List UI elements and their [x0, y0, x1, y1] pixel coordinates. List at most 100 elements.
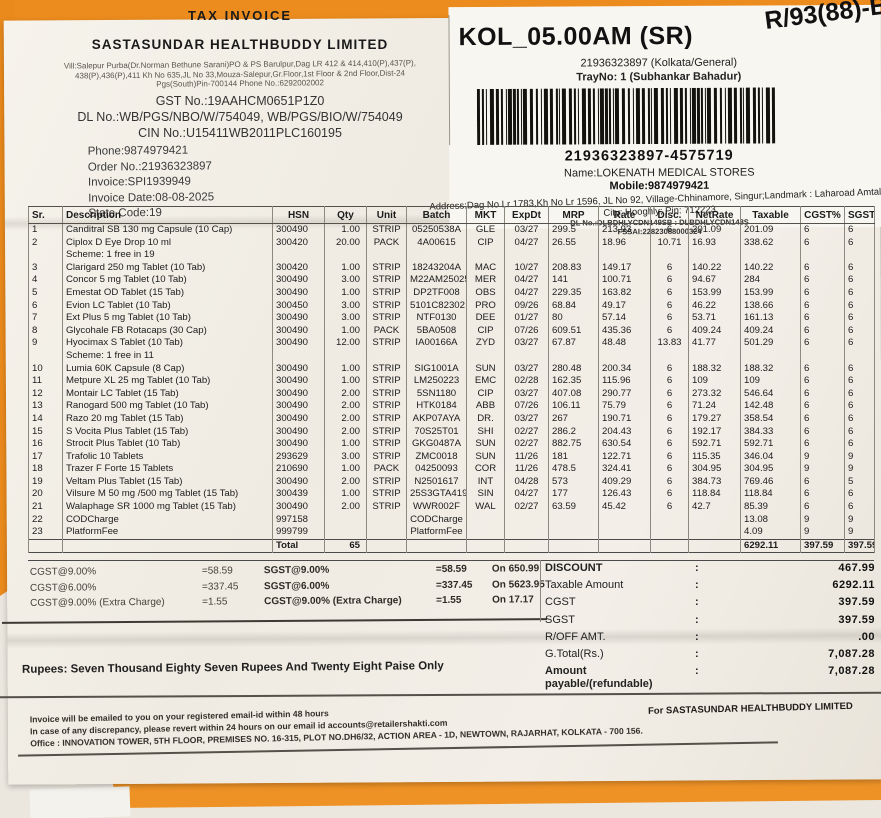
seller-name: SASTASUNDAR HEALTHBUDDY LIMITED — [91, 37, 389, 52]
table-bottom-line — [28, 560, 874, 561]
cell: 161.13 — [740, 312, 801, 325]
cell: Trafolic 10 Tablets — [62, 450, 273, 464]
cell: DEE — [466, 312, 505, 325]
cell: 115.35 — [688, 450, 741, 464]
totals-label: Taxable Amount — [545, 579, 624, 592]
cell: 03/27 — [504, 412, 549, 426]
cell: 13.83 — [650, 337, 689, 350]
cell: 6 — [844, 501, 875, 514]
meta-invoice-date: Invoice Date:08-08-2025 — [88, 191, 215, 205]
cell: 100.71 — [598, 274, 651, 287]
item-row: 10 Lumia 60K Capsule (8 Cap) 300490 1.00 STR… — [28, 362, 875, 376]
cell: 273.32 — [688, 387, 741, 401]
cell — [366, 513, 407, 527]
cell — [366, 538, 407, 553]
cell: Ranogard 500 mg Tablet (10 Tab) — [62, 400, 273, 413]
cell: CODCharge — [406, 513, 467, 527]
cell: 300420 — [272, 261, 325, 275]
item-row: 23 PlatformFee 999799 PlatformFee 4.09 9 9 — [28, 526, 875, 540]
cell: 14 — [28, 412, 63, 426]
item-row: 21 Walaphage SR 1000 mg Tablet (15 Tab) 30… — [28, 501, 875, 514]
cell: 18243204A — [406, 261, 467, 275]
cell: 25S3GTA419 — [406, 488, 467, 502]
cell: 6 — [800, 400, 845, 413]
cell: 6 — [650, 274, 689, 287]
cell: PRO — [466, 299, 505, 313]
cell: 02/27 — [504, 501, 549, 514]
cell: 6 — [650, 400, 689, 413]
gst-summary-on: On 650.99 — [491, 563, 540, 575]
seller-dl: DL No.:WB/PGS/NBO/W/754049, WB/PGS/BIO/W… — [77, 109, 403, 124]
cell: Glycohale FB Rotacaps (30 Cap) — [62, 324, 273, 338]
cell — [844, 249, 875, 262]
cell: STRIP — [366, 261, 407, 275]
cell — [650, 526, 689, 540]
cell: STRIP — [366, 387, 407, 401]
cell: PACK — [366, 324, 407, 338]
cell: 9 — [28, 337, 63, 350]
cell: STRIP — [366, 375, 407, 388]
scheme-row: Scheme: 1 free in 11 — [28, 349, 875, 363]
cell: 300490 — [272, 475, 325, 489]
totals-row: Taxable Amount: 6292.11 — [545, 579, 875, 592]
cell: 592.71 — [740, 438, 801, 451]
item-row: 17 Trafolic 10 Tablets 293629 3.00 STRIP ZMC0… — [28, 450, 875, 464]
cell: 300490 — [272, 312, 325, 325]
cell: 999799 — [272, 526, 325, 540]
gst-summary-v1: =1.55 — [202, 596, 228, 608]
totals-divider-line — [540, 560, 541, 622]
item-row: 18 Trazer F Forte 15 Tablets 210690 1.00 PAC… — [28, 463, 875, 476]
cell — [598, 526, 651, 540]
cell: SHI — [466, 425, 505, 439]
cell: 20 — [28, 488, 63, 502]
cell: 23 — [28, 526, 63, 540]
cell: 338.62 — [740, 236, 801, 250]
gst-summary-v1: =337.45 — [201, 580, 239, 593]
cell: 6 — [844, 425, 875, 439]
cell: 04/27 — [504, 274, 549, 287]
cell: Emestat OD Tablet (15 Tab) — [62, 286, 273, 300]
cell: SUN — [466, 450, 505, 464]
cell: 299.5 — [548, 223, 599, 237]
cell — [598, 249, 651, 262]
cell: 9 — [800, 513, 845, 527]
cell: 300490 — [272, 400, 325, 413]
cell: 300450 — [272, 299, 325, 313]
cell: Ext Plus 5 mg Tablet (10 Tab) — [62, 312, 273, 325]
cell: 57.14 — [598, 312, 651, 325]
cell: 6 — [800, 274, 845, 287]
cell: Lumia 60K Capsule (8 Cap) — [62, 362, 273, 376]
cell: CODCharge — [62, 513, 273, 527]
cell: 04/27 — [504, 488, 549, 502]
cell: Scheme: 1 free in 19 — [62, 249, 273, 262]
cell: 267 — [548, 412, 599, 426]
paper-scrap — [29, 786, 131, 818]
cell: 11/26 — [504, 463, 549, 476]
route-slot: KOL_05.00AM (SR) — [458, 21, 694, 52]
cell — [62, 538, 273, 553]
cell: 153.99 — [688, 286, 741, 300]
cell: 9 — [844, 450, 875, 464]
seller-header: TAX INVOICE SASTASUNDAR HEALTHBUDDY LIMI… — [30, 2, 450, 141]
cell: 26.55 — [548, 236, 599, 250]
cell: 09/26 — [504, 299, 549, 313]
cell: 6 — [650, 450, 689, 464]
cell: 03/27 — [504, 362, 549, 376]
totals-value: 467.99 — [838, 562, 875, 574]
cell: 141 — [548, 274, 599, 287]
cell: 04/27 — [504, 236, 549, 250]
cell — [28, 349, 63, 363]
cell: 300490 — [272, 337, 325, 350]
cell — [466, 513, 505, 527]
cell: 53.71 — [688, 312, 741, 325]
cell: 300439 — [272, 488, 325, 502]
cell: STRIP — [366, 475, 407, 489]
cell: STRIP — [366, 400, 407, 413]
cell — [688, 349, 741, 363]
cell: 882.75 — [548, 438, 599, 451]
cell: 6 — [844, 412, 875, 426]
cell: 200.34 — [598, 362, 651, 376]
cell: 6 — [650, 387, 689, 401]
cell: 300420 — [272, 236, 325, 250]
item-row: 8 Glycohale FB Rotacaps (30 Cap) 300490 1.0… — [28, 324, 875, 338]
